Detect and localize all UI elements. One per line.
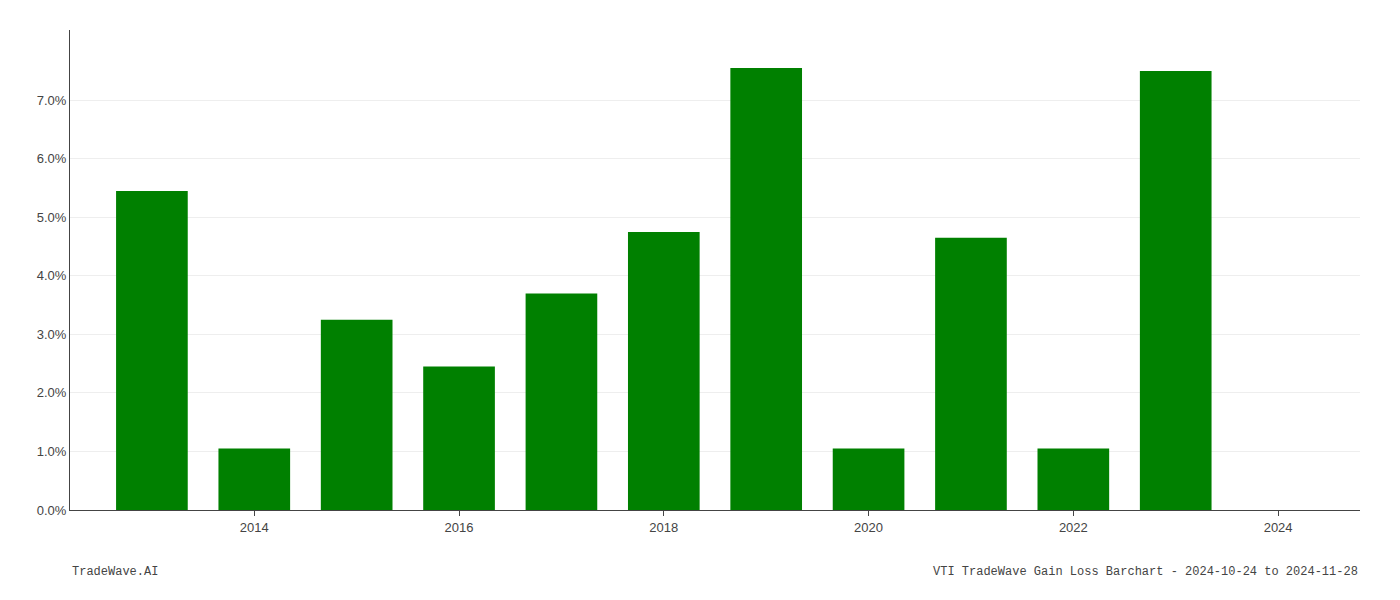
svg-text:0.0%: 0.0% [37, 503, 67, 518]
svg-text:2024: 2024 [1264, 520, 1293, 535]
svg-text:5.0%: 5.0% [37, 210, 67, 225]
svg-text:2014: 2014 [240, 520, 269, 535]
svg-text:7.0%: 7.0% [37, 93, 67, 108]
svg-text:2022: 2022 [1059, 520, 1088, 535]
svg-text:6.0%: 6.0% [37, 151, 67, 166]
svg-text:2.0%: 2.0% [37, 385, 67, 400]
svg-text:2020: 2020 [854, 520, 883, 535]
svg-text:2016: 2016 [445, 520, 474, 535]
svg-text:1.0%: 1.0% [37, 444, 67, 459]
svg-text:4.0%: 4.0% [37, 268, 67, 283]
svg-text:2018: 2018 [649, 520, 678, 535]
svg-text:TradeWave.AI: TradeWave.AI [72, 565, 158, 579]
svg-text:VTI TradeWave Gain Loss Barcha: VTI TradeWave Gain Loss Barchart - 2024-… [933, 565, 1358, 579]
svg-text:3.0%: 3.0% [37, 327, 67, 342]
